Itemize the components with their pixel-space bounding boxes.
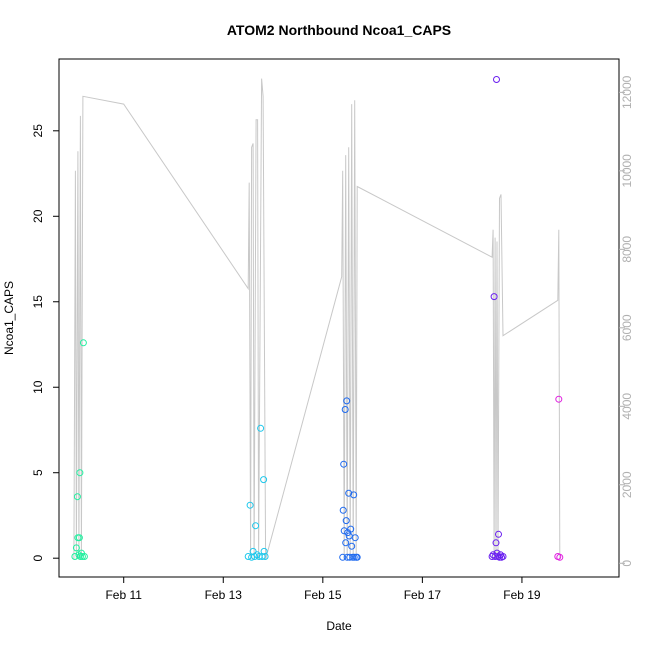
data-point [76,469,84,477]
data-point [73,493,81,501]
y2-tick-label: 2000 [620,471,634,498]
secondary-line-layer [73,78,561,560]
data-point [343,397,351,405]
y2-tick-label: 4000 [620,393,634,420]
secondary-series-line [73,78,561,560]
data-point [80,553,88,560]
data-point [75,534,83,542]
data-point [76,553,84,560]
data-point [556,553,564,561]
points-layer [71,76,564,561]
data-point [492,539,500,547]
y2-tick-label: 8000 [620,236,634,263]
data-point [246,501,254,509]
data-point [253,551,261,559]
x-axis-label: Date [326,619,352,633]
data-point [249,547,257,555]
y-tick-label: 20 [31,209,45,223]
x-tick-label: Feb 15 [304,588,342,602]
y-tick-label: 5 [31,469,45,476]
y2-tick-label: 0 [620,560,634,567]
data-point [339,506,347,514]
data-point [252,522,260,530]
data-point [260,476,268,484]
data-point [261,553,269,560]
data-point [489,551,497,559]
y-tick-label: 25 [31,124,45,138]
data-point [79,339,87,347]
data-point [348,542,356,550]
data-point [342,517,350,525]
data-point [555,395,563,403]
data-point [257,424,265,432]
data-point [347,525,355,533]
data-point [493,76,500,83]
data-point [340,460,348,468]
data-point [339,553,347,561]
data-point [499,553,507,560]
data-point [350,553,358,561]
y2-tick-label: 10000 [620,154,634,188]
data-point [342,539,350,547]
y-tick-label: 15 [31,295,45,309]
x-tick-label: Feb 11 [105,588,142,602]
x-tick-label: Feb 13 [205,588,243,602]
data-point [260,547,268,555]
data-point [78,553,86,560]
data-point [72,544,80,552]
y-tick-label: 10 [31,380,45,394]
x-tick-label: Feb 19 [503,588,541,602]
data-point [351,534,359,542]
y-axis-label: Ncoa1_CAPS [2,281,16,355]
plot-frame [58,58,620,578]
data-point [341,406,349,413]
chart-title: ATOM2 Northbound Ncoa1_CAPS [227,22,451,38]
data-point [350,491,358,499]
data-point [345,489,353,497]
data-point [340,527,348,535]
axes-layer: Feb 11 Feb 13 Feb 15 Feb 17 Feb 19 0 5 10 15 20 25… [31,75,634,602]
data-point [353,553,361,561]
x-tick-label: Feb 17 [404,588,442,602]
y2-tick-label: 6000 [620,314,634,341]
data-point [495,530,502,538]
data-point [490,293,498,301]
y-tick-label: 0 [31,555,45,562]
y2-tick-label: 12000 [620,75,634,109]
